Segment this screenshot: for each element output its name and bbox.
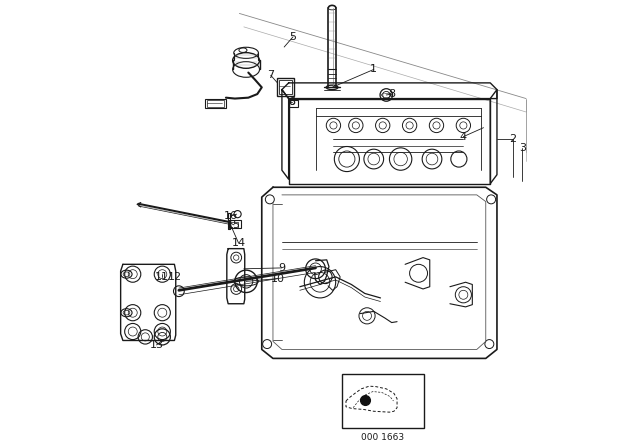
- Bar: [279, 80, 292, 94]
- Bar: [228, 220, 241, 228]
- Text: 15: 15: [227, 220, 241, 230]
- Bar: [278, 78, 294, 96]
- Text: 2: 2: [509, 134, 516, 144]
- Bar: [230, 222, 239, 228]
- Bar: [289, 100, 298, 107]
- Bar: [205, 99, 226, 108]
- Text: 10: 10: [271, 274, 284, 284]
- Text: 14: 14: [232, 238, 246, 248]
- Text: 000 1663: 000 1663: [362, 433, 404, 442]
- Text: 8: 8: [388, 89, 396, 99]
- Text: 6: 6: [289, 97, 296, 107]
- Text: 7: 7: [267, 70, 275, 80]
- Text: 13: 13: [150, 340, 163, 350]
- Text: 1: 1: [371, 65, 377, 74]
- Text: 12: 12: [167, 272, 182, 282]
- Bar: [342, 374, 424, 428]
- Bar: [207, 100, 224, 107]
- Text: 11: 11: [156, 272, 170, 282]
- Text: 3: 3: [519, 143, 526, 153]
- Text: 9: 9: [278, 263, 285, 273]
- Text: 5: 5: [290, 32, 296, 42]
- Text: 16: 16: [224, 211, 238, 221]
- Text: 4: 4: [460, 132, 467, 142]
